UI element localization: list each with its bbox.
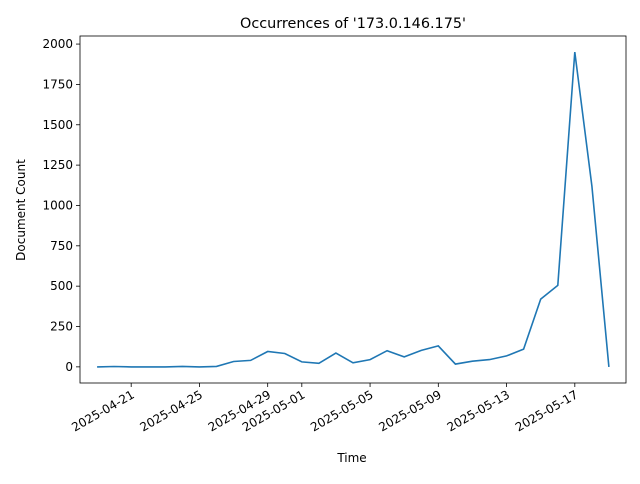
y-tick-label: 1250 (42, 158, 73, 172)
x-tick-label: 2025-04-21 (69, 387, 136, 434)
data-series-line (97, 52, 609, 367)
x-tick-label: 2025-05-17 (513, 387, 580, 434)
y-tick-label: 500 (50, 279, 73, 293)
chart-title: Occurrences of '173.0.146.175' (240, 16, 466, 32)
y-tick-label: 1500 (42, 118, 73, 132)
x-axis-label: Time (336, 451, 366, 465)
x-tick-label: 2025-04-25 (138, 387, 205, 434)
y-axis-label: Document Count (14, 159, 28, 261)
y-tick-label: 1000 (42, 198, 73, 212)
y-tick-label: 0 (65, 360, 73, 374)
y-tick-label: 750 (50, 239, 73, 253)
x-tick-label: 2025-05-09 (376, 387, 443, 434)
plot-frame (80, 36, 626, 383)
x-tick-label: 2025-05-13 (445, 387, 512, 434)
y-tick-label: 250 (50, 320, 73, 334)
x-tick-label: 2025-05-05 (308, 387, 375, 434)
y-tick-label: 1750 (42, 77, 73, 91)
y-tick-label: 2000 (42, 37, 73, 51)
